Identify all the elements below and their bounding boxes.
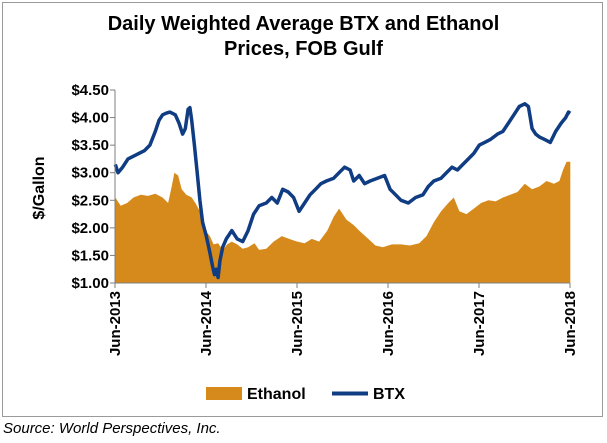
x-tick-label: Jun-2013: [107, 291, 124, 356]
legend-btx-label: BTX: [373, 386, 405, 403]
chart-title-line-1: Daily Weighted Average BTX and Ethanol: [107, 13, 500, 35]
y-tick-label: $2.50: [71, 192, 109, 209]
x-axis: Jun-2013 Jun-2014 Jun-2015 Jun-2016 Jun-2017…: [107, 283, 579, 356]
y-tick-label: $2.00: [71, 220, 109, 237]
x-tick-label: Jun-2014: [198, 290, 215, 356]
x-tick-label: Jun-2016: [380, 291, 397, 356]
x-tick-label: Jun-2018: [562, 291, 579, 356]
btx-line: [113, 102, 572, 280]
y-axis: $1.00 $1.50 $2.00 $2.50 $3.00 $3.50 $4.00 $4.50: [71, 82, 115, 292]
plot-area: [113, 90, 572, 284]
ethanol-area: [115, 161, 571, 283]
y-tick-label: $3.50: [71, 137, 109, 154]
y-tick-label: $4.50: [71, 82, 109, 99]
source-note: Source: World Perspectives, Inc.: [3, 420, 221, 437]
legend: Ethanol BTX: [206, 386, 405, 403]
x-tick-label: Jun-2017: [471, 291, 488, 356]
y-tick-label: $1.50: [71, 247, 109, 264]
chart-title-line-2: Prices, FOB Gulf: [224, 38, 383, 60]
y-tick-label: $4.00: [71, 110, 109, 127]
y-tick-label: $3.00: [71, 165, 109, 182]
x-tick-label: Jun-2015: [289, 291, 306, 356]
legend-ethanol-label: Ethanol: [247, 386, 306, 403]
legend-ethanol-swatch: [206, 387, 242, 400]
chart-title: Daily Weighted Average BTX and Ethanol P…: [0, 12, 607, 62]
y-axis-label: $/Gallon: [31, 156, 48, 219]
y-tick-label: $1.00: [71, 275, 109, 292]
